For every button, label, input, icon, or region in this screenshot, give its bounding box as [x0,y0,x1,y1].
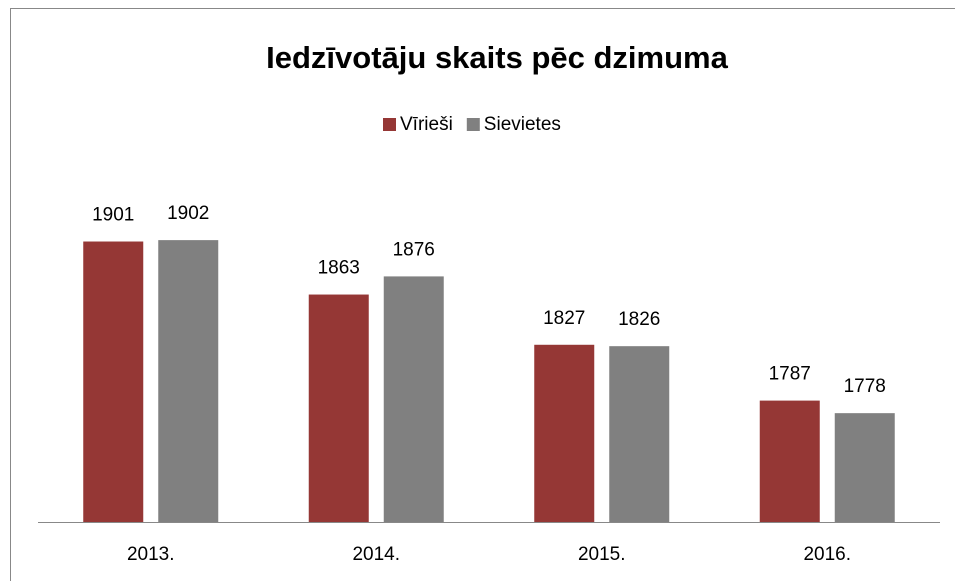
legend-swatch [466,118,480,131]
bar [83,241,144,522]
data-label: 1876 [393,239,435,260]
data-label: 1863 [318,258,360,279]
data-label: 1778 [844,376,886,397]
bar [759,400,820,522]
data-label: 1827 [543,308,585,329]
bar [158,240,219,523]
x-tick-label: 2013. [127,544,175,565]
x-tick-label: 2014. [352,544,400,565]
bar [834,413,895,522]
chart-title: Iedzīvotāju skaits pēc dzimuma [266,40,728,75]
data-label: 1901 [92,205,134,226]
x-tick-label: 2016. [803,544,851,565]
bar [308,294,369,522]
bar [383,276,444,522]
legend-label: Vīrieši [400,114,453,135]
legend-swatch [383,118,396,131]
legend-label: Sievietes [484,114,561,135]
data-label: 1826 [618,309,660,330]
data-label: 1787 [769,364,811,385]
x-tick-label: 2015. [578,544,626,565]
bar [609,346,670,522]
data-label: 1902 [167,203,209,224]
bar [534,344,595,522]
